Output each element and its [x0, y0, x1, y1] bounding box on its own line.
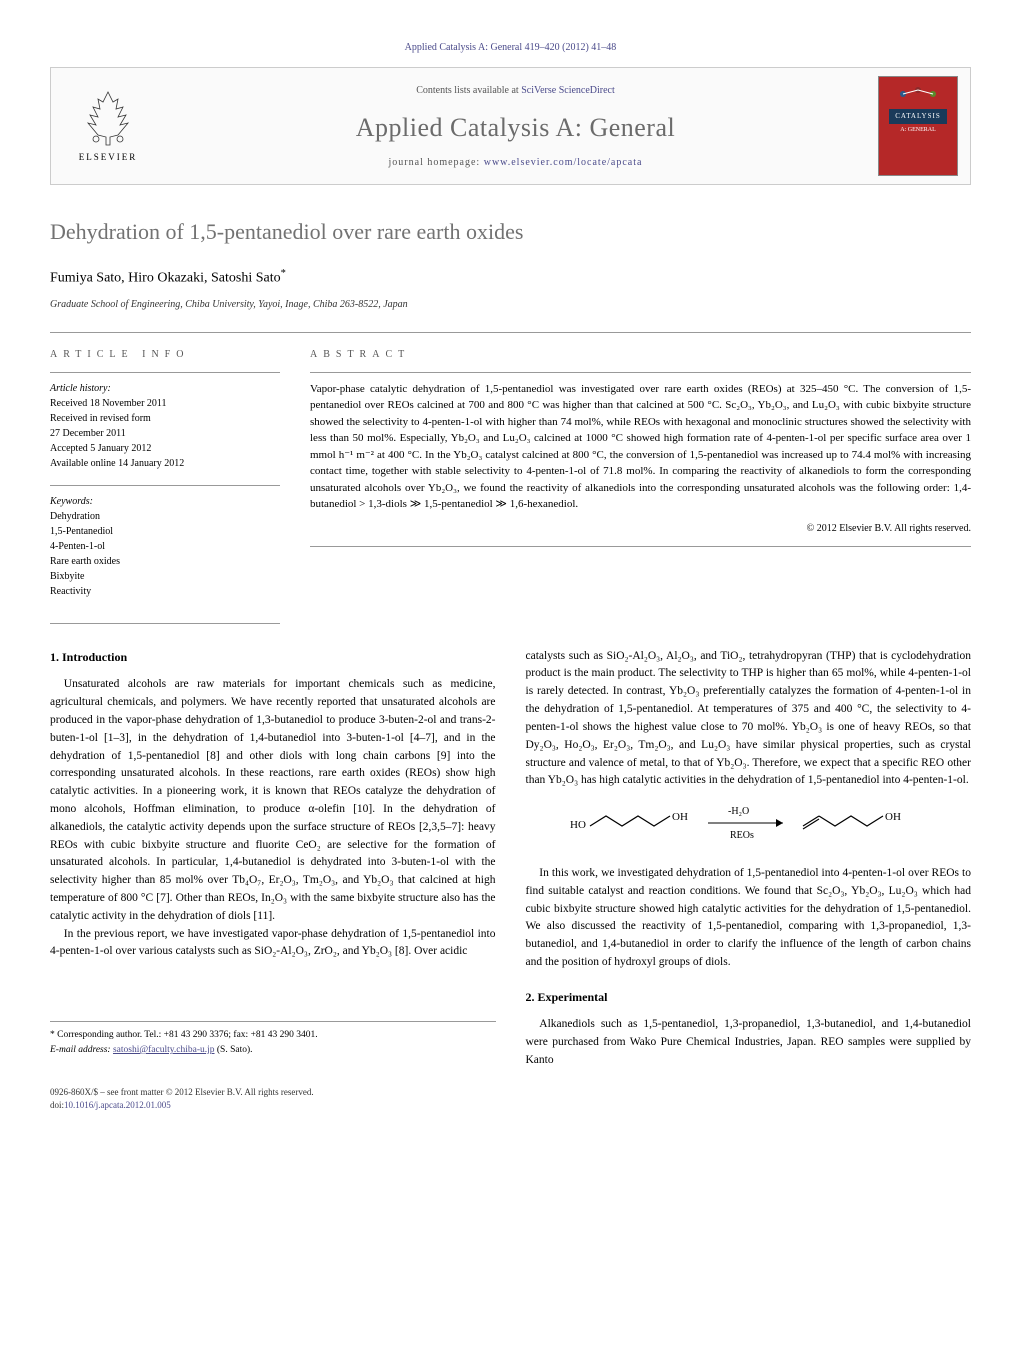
publisher-logo-block: ELSEVIER [63, 87, 153, 165]
divider [50, 332, 971, 333]
email-line: E-mail address: satoshi@faculty.chiba-u.… [50, 1043, 496, 1058]
reaction-scheme: HO OH -H₂O REOs OH [526, 798, 972, 855]
journal-homepage-line: journal homepage: www.elsevier.com/locat… [173, 155, 858, 170]
doi-line: doi:10.1016/j.apcata.2012.01.005 [50, 1099, 971, 1113]
history-line: Received 18 November 2011 [50, 396, 280, 411]
header-citation: Applied Catalysis A: General 419–420 (20… [50, 40, 971, 55]
journal-cover-thumb: CATALYSIS A: GENERAL [878, 76, 958, 176]
body-two-columns: 1. Introduction Unsaturated alcohols are… [50, 648, 971, 1070]
divider [50, 485, 280, 486]
article-history: Article history: Received 18 November 20… [50, 381, 280, 471]
section-heading-intro: 1. Introduction [50, 648, 496, 667]
exp-p1-text: Alkanediols such as 1,5-pentanediol, 1,3… [526, 1018, 972, 1066]
contents-prefix: Contents lists available at [416, 85, 521, 96]
cover-title: CATALYSIS [889, 109, 946, 124]
cover-molecule-icon [893, 85, 943, 103]
abstract-column: abstract Vapor-phase catalytic dehydrati… [310, 347, 971, 613]
footnotes: * Corresponding author. Tel.: +81 43 290… [50, 1021, 496, 1057]
doi-link[interactable]: 10.1016/j.apcata.2012.01.005 [64, 1100, 171, 1110]
right-p1-text: catalysts such as SiO₂-Al₂O₃, Al₂O₃, and… [526, 650, 972, 787]
history-line: 27 December 2011 [50, 426, 280, 441]
history-line: Available online 14 January 2012 [50, 456, 280, 471]
intro-p1-text: Unsaturated alcohols are raw materials f… [50, 678, 496, 922]
abstract-text: Vapor-phase catalytic dehydration of 1,5… [310, 381, 971, 513]
author: Satoshi Sato [211, 271, 281, 286]
sciencedirect-link[interactable]: SciVerse ScienceDirect [521, 85, 615, 96]
affiliation: Graduate School of Engineering, Chiba Un… [50, 297, 971, 312]
email-label: E-mail address: [50, 1045, 113, 1055]
keyword: Rare earth oxides [50, 554, 280, 569]
history-line: Accepted 5 January 2012 [50, 441, 280, 456]
corresponding-marker: * [281, 268, 286, 279]
article-info-column: article info Article history: Received 1… [50, 347, 280, 613]
article-info-heading: article info [50, 347, 280, 362]
journal-homepage-link[interactable]: www.elsevier.com/locate/apcata [484, 157, 643, 168]
divider [50, 372, 280, 373]
author-list: Fumiya Sato, Hiro Okazaki, Satoshi Sato* [50, 266, 971, 289]
abstract-copyright: © 2012 Elsevier B.V. All rights reserved… [310, 521, 971, 536]
author: Fumiya Sato [50, 271, 121, 286]
divider [310, 546, 971, 547]
homepage-prefix: journal homepage: [389, 157, 484, 168]
label-oh-right: OH [885, 811, 901, 823]
banner-center: Contents lists available at SciVerse Sci… [153, 83, 878, 170]
footer-meta: 0926-860X/$ – see front matter © 2012 El… [50, 1086, 971, 1113]
keyword: Dehydration [50, 509, 280, 524]
doi-prefix: doi: [50, 1100, 64, 1110]
keyword: Bixbyite [50, 569, 280, 584]
keywords-block: Keywords: Dehydration 1,5-Pentanediol 4-… [50, 494, 280, 599]
keyword: 4-Penten-1-ol [50, 539, 280, 554]
corresponding-email-link[interactable]: satoshi@faculty.chiba-u.jp [113, 1045, 215, 1055]
journal-name: Applied Catalysis A: General [173, 108, 858, 147]
corresponding-author-note: * Corresponding author. Tel.: +81 43 290… [50, 1028, 496, 1043]
author: Hiro Okazaki [128, 271, 204, 286]
keyword: Reactivity [50, 584, 280, 599]
right-paragraph: catalysts such as SiO₂-Al₂O₃, Al₂O₃, and… [526, 648, 972, 791]
article-title: Dehydration of 1,5-pentanediol over rare… [50, 215, 971, 248]
reaction-scheme-svg: HO OH -H₂O REOs OH [568, 798, 928, 848]
left-column: 1. Introduction Unsaturated alcohols are… [50, 648, 496, 1070]
right-paragraph: In this work, we investigated dehydratio… [526, 865, 972, 972]
keyword: 1,5-Pentanediol [50, 524, 280, 539]
intro-p2-text: In the previous report, we have investig… [50, 928, 496, 958]
right-column: catalysts such as SiO₂-Al₂O₃, Al₂O₃, and… [526, 648, 972, 1070]
section-heading-experimental: 2. Experimental [526, 988, 972, 1007]
history-label: Article history: [50, 381, 280, 396]
arrow-bottom-label: REOs [730, 830, 754, 841]
right-p2-text: In this work, we investigated dehydratio… [526, 867, 972, 968]
intro-paragraph: Unsaturated alcohols are raw materials f… [50, 676, 496, 925]
divider [310, 372, 971, 373]
info-abstract-row: article info Article history: Received 1… [50, 347, 971, 613]
issn-line: 0926-860X/$ – see front matter © 2012 El… [50, 1086, 971, 1100]
cover-subtitle: A: GENERAL [900, 126, 936, 135]
abstract-heading: abstract [310, 347, 971, 362]
journal-banner: ELSEVIER Contents lists available at Sci… [50, 67, 971, 185]
experimental-paragraph: Alkanediols such as 1,5-pentanediol, 1,3… [526, 1016, 972, 1069]
label-ho-left: HO [570, 819, 586, 831]
intro-paragraph: In the previous report, we have investig… [50, 926, 496, 962]
arrow-top-label: -H₂O [728, 806, 749, 817]
history-line: Received in revised form [50, 411, 280, 426]
email-suffix: (S. Sato). [215, 1045, 253, 1055]
label-oh-left: OH [672, 811, 688, 823]
publisher-name: ELSEVIER [79, 151, 138, 165]
contents-available-text: Contents lists available at SciVerse Sci… [173, 83, 858, 98]
keywords-label: Keywords: [50, 494, 280, 509]
divider [50, 623, 280, 624]
elsevier-tree-icon [78, 87, 138, 147]
